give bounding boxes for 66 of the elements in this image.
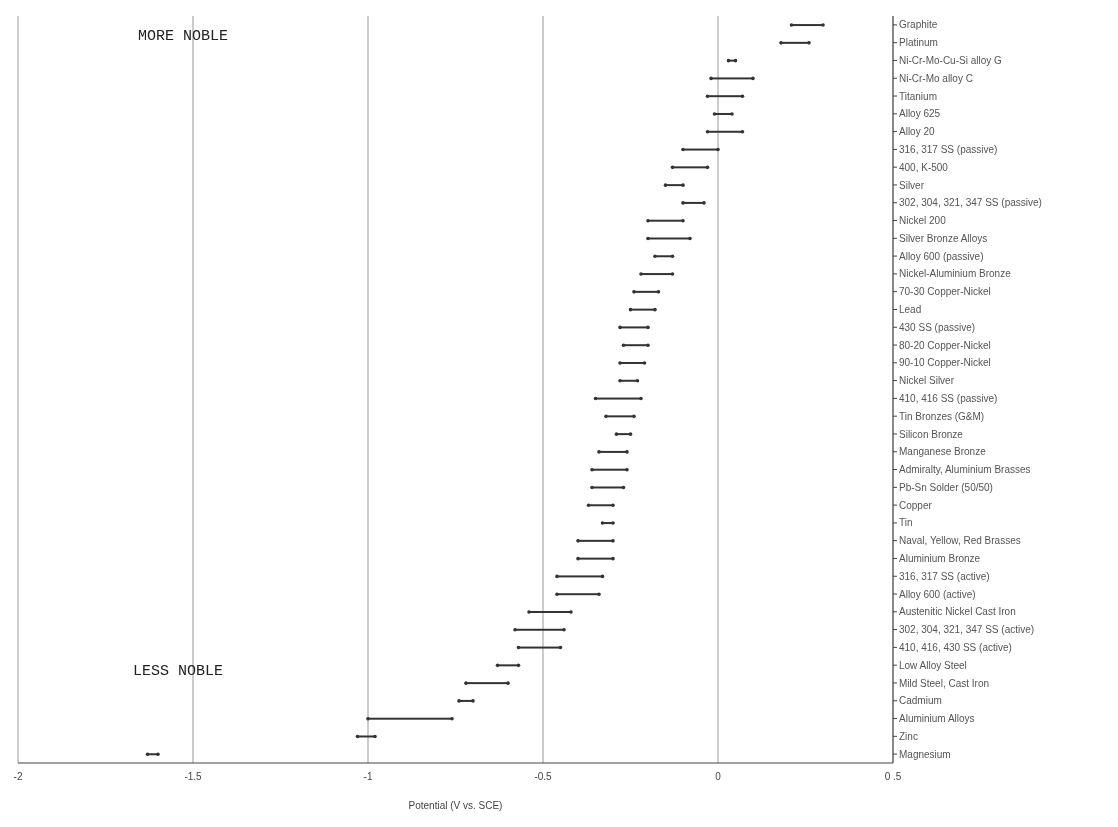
- y-tick-label: Ni-Cr-Mo alloy C: [899, 72, 973, 84]
- y-tick-label: 80-20 Copper-Nickel: [899, 339, 991, 351]
- x-tick-label: 0 .5: [884, 771, 902, 783]
- bar: [557, 593, 599, 596]
- y-tick-label: Nickel 200: [899, 215, 947, 227]
- bar: [529, 610, 571, 613]
- bar: [518, 646, 561, 649]
- y-tick-label: Titanium: [899, 90, 937, 102]
- y-tick-label: 410, 416 SS (passive): [899, 392, 998, 404]
- y-tick-label: Admiralty, Aluminium Brasses: [899, 464, 1031, 476]
- x-tick-label: -2: [13, 771, 23, 783]
- y-tick-label: Cadmium: [899, 695, 942, 707]
- y-tick-label: 400, K-500: [899, 161, 949, 173]
- bar: [466, 682, 508, 685]
- bar: [707, 95, 743, 98]
- bar: [368, 717, 452, 720]
- y-tick-label: Ni-Cr-Mo-Cu-Si alloy G: [899, 55, 1002, 67]
- x-tick-label: -0.5: [534, 771, 553, 783]
- y-tick-label: Magnesium: [899, 748, 951, 760]
- y-tick-label: 302, 304, 321, 347 SS (passive): [899, 197, 1042, 209]
- y-tick-label: 302, 304, 321, 347 SS (active): [899, 624, 1035, 636]
- y-tick-label: Aluminium Bronze: [899, 553, 981, 565]
- y-tick-label: Tin: [899, 517, 913, 529]
- y-tick-label: Lead: [899, 304, 922, 316]
- y-tick-label: Manganese Bronze: [899, 446, 987, 458]
- y-tick-label: Silver Bronze Alloys: [899, 232, 988, 244]
- y-tick-label: Pb-Sn Solder (50/50): [899, 481, 993, 493]
- y-tick-label: Low Alloy Steel: [899, 659, 967, 671]
- bar: [683, 148, 718, 151]
- bar: [515, 628, 564, 631]
- y-tick-label: 90-10 Copper-Nickel: [899, 357, 991, 369]
- y-tick-label: Silver: [899, 179, 925, 191]
- bar: [648, 237, 690, 240]
- y-tick-label: Alloy 625: [899, 108, 941, 120]
- bar: [595, 397, 641, 400]
- y-tick-label: Austenitic Nickel Cast Iron: [899, 606, 1016, 618]
- y-tick-label: Zinc: [899, 730, 918, 742]
- bar: [557, 575, 603, 578]
- y-tick-label: 410, 416, 430 SS (active): [899, 641, 1012, 653]
- y-tick-label: Tin Bronzes (G&M): [899, 410, 985, 422]
- x-tick-label: -1: [363, 771, 373, 783]
- bar: [711, 77, 753, 80]
- y-tick-label: 430 SS (passive): [899, 321, 976, 333]
- y-tick-label: Alloy 20: [899, 126, 936, 138]
- y-tick-label: Mild Steel, Cast Iron: [899, 677, 990, 689]
- y-tick-label: Alloy 600 (passive): [899, 250, 984, 262]
- x-tick-label: 0: [715, 771, 722, 783]
- annotation: LESS NOBLE: [133, 663, 224, 680]
- x-tick-label: -1.5: [184, 771, 203, 783]
- y-tick-label: Graphite: [899, 19, 938, 31]
- bar: [672, 166, 708, 169]
- bar: [592, 486, 624, 489]
- y-tick-label: Copper: [899, 499, 933, 511]
- x-axis-title: Potential (V vs. SCE): [408, 800, 503, 811]
- y-tick-label: Nickel Silver: [899, 375, 955, 387]
- y-tick-label: 316, 317 SS (passive): [899, 143, 998, 155]
- y-tick-label: Nickel-Aluminium Bronze: [899, 268, 1012, 280]
- y-tick-label: 70-30 Copper-Nickel: [899, 286, 991, 298]
- y-tick-label: Alloy 600 (active): [899, 588, 976, 600]
- y-tick-label: 316, 317 SS (active): [899, 570, 990, 582]
- y-tick-label: Platinum: [899, 37, 938, 49]
- bar: [707, 130, 743, 133]
- y-tick-label: Aluminium Alloys: [899, 713, 975, 725]
- y-tick-label: Naval, Yellow, Red Brasses: [899, 535, 1021, 547]
- y-tick-label: Silicon Bronze: [899, 428, 964, 440]
- annotation: MORE NOBLE: [138, 28, 229, 45]
